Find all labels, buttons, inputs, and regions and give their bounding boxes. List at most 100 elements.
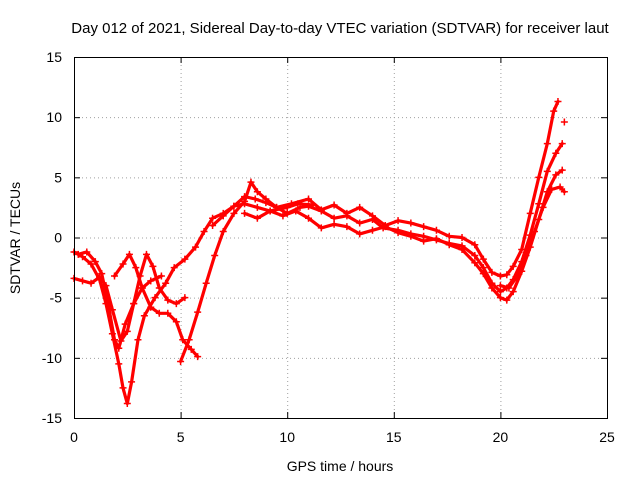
data-point xyxy=(560,188,568,196)
data-point xyxy=(560,118,568,126)
grid-lines xyxy=(74,57,607,418)
data-point xyxy=(209,214,217,222)
data-point xyxy=(230,209,238,217)
data-point xyxy=(140,312,148,320)
x-tick-label: 10 xyxy=(279,429,295,445)
data-point xyxy=(488,268,496,276)
data-point xyxy=(368,212,376,220)
data-point xyxy=(130,300,138,308)
data-point xyxy=(181,255,189,263)
data-point xyxy=(394,217,402,225)
data-series xyxy=(70,98,568,408)
data-point xyxy=(535,200,543,208)
data-point xyxy=(330,220,338,228)
data-point xyxy=(192,243,200,251)
data-point xyxy=(96,273,104,281)
data-point xyxy=(147,303,155,311)
data-point xyxy=(471,259,479,267)
data-point xyxy=(253,214,261,222)
data-point xyxy=(273,203,281,211)
data-point xyxy=(157,272,165,280)
series-arc-6 xyxy=(209,98,562,280)
data-point xyxy=(496,272,504,280)
data-point xyxy=(503,296,511,304)
data-point xyxy=(317,206,325,214)
x-tick-label: 20 xyxy=(493,429,509,445)
data-point xyxy=(513,272,521,280)
data-point xyxy=(172,318,180,326)
data-point xyxy=(98,270,106,278)
series-arc-8 xyxy=(496,183,568,292)
data-point xyxy=(343,223,351,231)
data-point xyxy=(79,277,87,285)
data-point xyxy=(556,183,564,191)
data-point xyxy=(535,173,543,181)
data-point xyxy=(496,282,504,290)
data-point xyxy=(317,224,325,232)
data-point xyxy=(194,353,202,361)
data-point xyxy=(543,167,551,175)
data-point xyxy=(83,248,91,256)
data-point xyxy=(117,337,125,345)
x-tick-label: 5 xyxy=(177,429,185,445)
data-point xyxy=(287,200,295,208)
y-tick-label: 0 xyxy=(54,230,62,246)
data-point xyxy=(496,294,504,302)
data-point xyxy=(202,279,210,287)
data-point xyxy=(432,226,440,234)
data-point xyxy=(526,209,534,217)
data-point xyxy=(164,309,172,317)
data-point xyxy=(87,260,95,268)
data-point xyxy=(177,357,185,365)
x-tick-label: 25 xyxy=(599,429,615,445)
data-point xyxy=(111,336,119,344)
data-point xyxy=(554,98,562,106)
data-point xyxy=(115,344,123,352)
data-point xyxy=(266,207,274,215)
data-point xyxy=(305,202,313,210)
data-point xyxy=(552,149,560,157)
data-point xyxy=(420,237,428,245)
data-point xyxy=(262,199,270,207)
data-point xyxy=(505,284,513,292)
data-point xyxy=(356,230,364,238)
data-point xyxy=(330,201,338,209)
data-point xyxy=(179,336,187,344)
data-point xyxy=(123,327,131,335)
series-arc-7 xyxy=(241,166,566,304)
data-point xyxy=(539,203,547,211)
data-point xyxy=(219,227,227,235)
data-point xyxy=(445,241,453,249)
data-point xyxy=(279,212,287,220)
data-point xyxy=(550,107,558,115)
series-arc-4 xyxy=(111,250,202,361)
y-tick-label: 5 xyxy=(54,169,62,185)
series-line xyxy=(76,250,163,350)
data-point xyxy=(509,262,517,270)
series-line xyxy=(112,252,200,359)
series-isolated xyxy=(560,118,568,126)
data-point xyxy=(209,221,217,229)
data-point xyxy=(305,195,313,203)
data-point xyxy=(479,264,487,272)
data-point xyxy=(108,306,116,314)
data-point xyxy=(356,219,364,227)
data-point xyxy=(343,209,351,217)
data-point xyxy=(155,284,163,292)
data-point xyxy=(503,271,511,279)
data-point xyxy=(522,252,530,260)
data-point xyxy=(115,360,123,368)
data-point xyxy=(292,207,300,215)
data-point xyxy=(251,195,259,203)
data-point xyxy=(420,223,428,231)
data-point xyxy=(296,203,304,211)
data-point xyxy=(356,203,364,211)
data-point xyxy=(241,209,249,217)
data-point xyxy=(211,252,219,260)
data-point xyxy=(471,252,479,260)
series-arc-1 xyxy=(70,200,317,408)
data-point xyxy=(187,345,195,353)
data-point xyxy=(170,264,178,272)
data-point xyxy=(200,227,208,235)
